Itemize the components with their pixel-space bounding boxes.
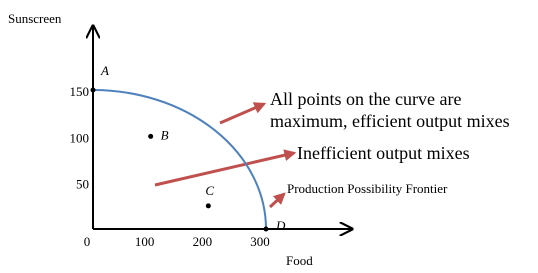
point-label: A [100,63,109,78]
ppf-curve [92,89,267,230]
annotation: All points on the curve are [270,89,461,109]
point-label: D [275,218,286,233]
y-tick-label: 100 [70,130,90,145]
arrow [219,102,267,125]
point [90,87,96,93]
y-tick-label: 150 [70,84,90,99]
point [263,226,269,232]
x-tick-label: 300 [250,234,270,249]
x-tick-label: 200 [193,234,213,249]
annotation: Production Possibility Frontier [287,181,448,196]
point-label: C [205,183,214,198]
y-axis-label: Sunscreen [8,11,62,26]
x-tick-label: 100 [135,234,155,249]
arrow [154,149,297,187]
point [148,133,154,139]
y-tick-label: 50 [76,177,89,192]
x-tick-label: 0 [84,234,91,249]
annotation: Inefficient output mixes [297,143,470,163]
annotation: maximum, efficient output mixes [270,111,510,131]
point [205,203,211,209]
arrow [268,192,286,209]
x-axis-label: Food [286,253,313,268]
point-label: B [161,127,169,142]
